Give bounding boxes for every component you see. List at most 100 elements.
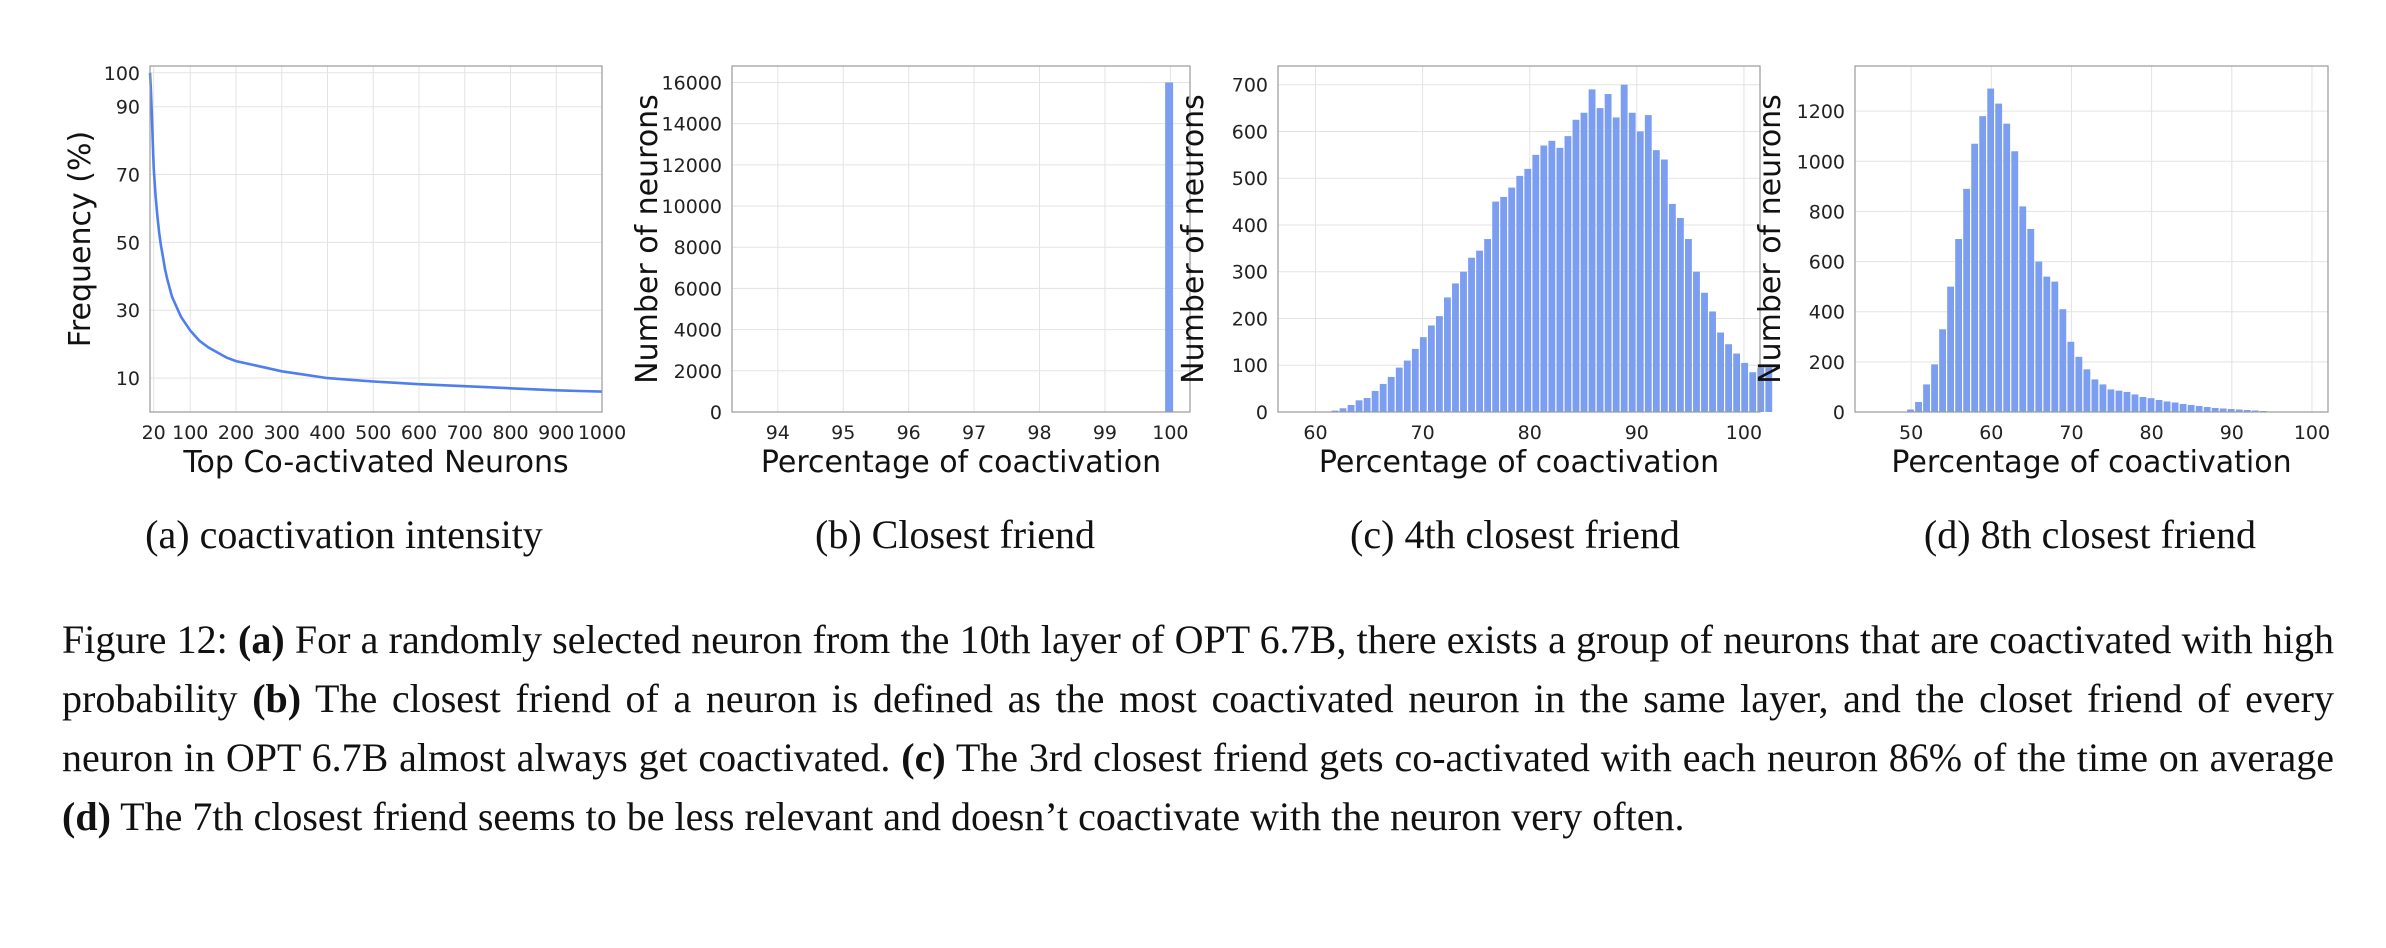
chart-panel-3: 60 70 80 90 100 0 100 200 300 400 500 600 700 Percent…: [1176, 65, 1773, 557]
bar: [1971, 143, 1979, 412]
bar: [1355, 400, 1363, 412]
bar: [1963, 188, 1971, 412]
y-tick-label: 200: [1809, 352, 1845, 374]
bar: [1620, 84, 1628, 413]
x-tick-label: 94: [766, 422, 790, 444]
x-tick-label: 98: [1027, 422, 1051, 444]
bar: [1596, 108, 1604, 412]
y-tick-label: 200: [1232, 308, 1268, 330]
bar: [1572, 119, 1580, 413]
bar: [1564, 136, 1572, 412]
bar: [1676, 217, 1684, 412]
bar: [2179, 403, 2187, 412]
y-tick-label: 100: [1232, 355, 1268, 377]
bar: [2243, 409, 2251, 412]
bar: [1540, 145, 1548, 412]
bar: [1987, 88, 1995, 412]
chart-panel-1: 20 100 200 300 400 500 600 700 800 900 1000 10 30 50 7…: [63, 63, 626, 557]
plot-frame: [1277, 65, 1761, 413]
x-tick-label: 70: [2059, 422, 2083, 444]
bar: [2131, 394, 2139, 412]
bar: [1411, 348, 1419, 412]
bar: [1660, 159, 1668, 412]
bar: [1331, 410, 1339, 412]
figure-caption: Figure 12: (a) For a randomly selected n…: [62, 610, 2334, 846]
x-axis-label: Percentage of coactivation: [1891, 445, 2291, 480]
bar: [2019, 206, 2027, 412]
y-tick-label: 6000: [674, 278, 722, 300]
bar: [2027, 228, 2035, 412]
plot-frame: [149, 65, 603, 413]
bar: [2099, 384, 2107, 412]
bar: [2035, 261, 2043, 412]
bar: [1701, 292, 1708, 412]
bar: [1995, 103, 2003, 412]
bar: [2051, 281, 2059, 412]
x-tick-label: 60: [1303, 422, 1327, 444]
x-tick-label: 1000: [578, 422, 626, 444]
bar: [1604, 94, 1612, 413]
y-axis-label: Number of neurons: [630, 94, 665, 384]
x-tick-label: 60: [1979, 422, 2003, 444]
x-tick-label: 100: [1152, 422, 1188, 444]
y-tick-label: 500: [1232, 168, 1268, 190]
bar: [2107, 389, 2115, 412]
bar: [2211, 407, 2219, 412]
x-tick-label: 99: [1093, 422, 1117, 444]
y-tick-label: 90: [116, 97, 140, 119]
bar: [1556, 147, 1564, 412]
bar: [1387, 376, 1395, 412]
bar: [1339, 408, 1347, 412]
x-tick-label: 100: [172, 422, 208, 444]
y-tick-label: 700: [1232, 75, 1268, 97]
caption-b-label: (b): [252, 676, 302, 721]
bar: [2235, 409, 2243, 412]
x-tick-label: 300: [264, 422, 300, 444]
y-axis-label: Frequency (%): [63, 131, 98, 347]
bar: [1725, 344, 1733, 412]
bar: [1476, 250, 1483, 412]
bar: [1749, 372, 1757, 412]
caption-c-text: The 3rd closest friend gets co-activated…: [955, 735, 2334, 780]
bar: [2139, 396, 2147, 412]
y-tick-label: 4000: [674, 320, 722, 342]
bar: [1907, 409, 1914, 412]
x-axis-label: Percentage of coactivation: [1319, 445, 1719, 480]
bar: [1955, 239, 1963, 412]
subfigure-caption: (a) coactivation intensity: [145, 512, 543, 557]
chart-panel-4: 50 60 70 80 90 100020040060080010001200Percen…: [1753, 65, 2330, 557]
bar: [2155, 399, 2163, 412]
bar: [1508, 187, 1516, 412]
bar: [1939, 329, 1946, 412]
bar: [1460, 271, 1467, 412]
bar: [1612, 117, 1620, 412]
bar: [1435, 316, 1443, 412]
x-tick-label: 80: [2140, 422, 2164, 444]
y-tick-label: 1000: [1797, 151, 1845, 173]
y-tick-label: 14000: [662, 114, 722, 136]
bar: [2123, 391, 2131, 412]
bar: [1524, 168, 1532, 412]
bar: [1165, 82, 1174, 412]
subfigure-caption: (d) 8th closest friend: [1924, 512, 2256, 557]
subfigure-caption: (c) 4th closest friend: [1350, 512, 1680, 557]
x-tick-label: 100: [1726, 422, 1762, 444]
subfigure-caption: (b) Closest friend: [815, 512, 1095, 557]
x-tick-label: 20: [142, 422, 166, 444]
y-tick-label: 50: [116, 232, 140, 254]
x-tick-label: 70: [1411, 422, 1435, 444]
bar: [1347, 404, 1355, 412]
bar: [2115, 390, 2123, 412]
bar: [1979, 116, 1987, 412]
x-tick-label: 97: [962, 422, 986, 444]
caption-a-label: (a): [238, 617, 285, 662]
x-tick-label: 400: [309, 422, 345, 444]
y-tick-label: 70: [116, 165, 140, 187]
y-tick-label: 0: [710, 402, 722, 424]
bar: [2043, 276, 2051, 412]
bar: [2067, 341, 2075, 412]
y-tick-label: 8000: [674, 237, 722, 259]
bar: [1947, 286, 1955, 412]
bar: [2147, 398, 2155, 412]
bar: [1765, 367, 1773, 412]
